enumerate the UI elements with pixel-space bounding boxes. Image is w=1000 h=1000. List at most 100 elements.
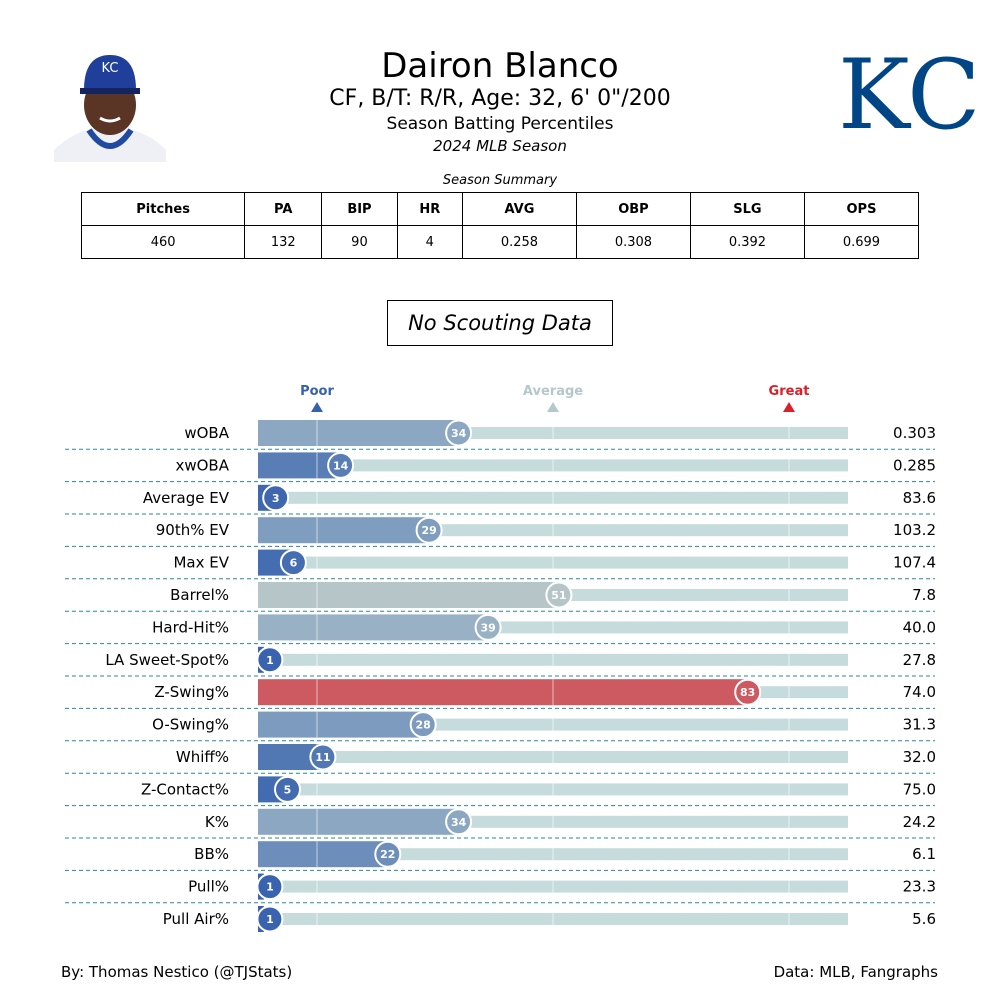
reference-marker-icon bbox=[547, 402, 559, 412]
scouting-box: No Scouting Data bbox=[387, 300, 613, 346]
percentile-row: 34 wOBA 0.303 bbox=[65, 419, 936, 450]
metric-value: 0.303 bbox=[893, 424, 936, 442]
metric-value: 31.3 bbox=[903, 716, 936, 734]
percentile-label: 5 bbox=[284, 783, 292, 796]
percentile-row: 5 Z-Contact% 75.0 bbox=[65, 775, 936, 807]
percentile-marker bbox=[256, 905, 284, 933]
percentile-label: 83 bbox=[740, 686, 755, 699]
percentile-marker bbox=[374, 840, 402, 868]
summary-cell: 90 bbox=[321, 225, 398, 259]
metric-label: O-Swing% bbox=[152, 716, 229, 734]
metric-label: Z-Contact% bbox=[141, 780, 229, 798]
percentile-bar bbox=[258, 679, 748, 706]
season-label: 2024 MLB Season bbox=[433, 137, 567, 155]
percentile-label: 1 bbox=[266, 881, 274, 894]
metric-label: Z-Swing% bbox=[154, 683, 229, 701]
summary-cell: 0.308 bbox=[575, 225, 691, 259]
reference-marker-icon bbox=[311, 402, 323, 412]
percentile-marker bbox=[734, 678, 762, 706]
metric-label: xwOBA bbox=[175, 456, 229, 474]
percentile-label: 3 bbox=[272, 492, 280, 505]
percentile-row: 6 Max EV 107.4 bbox=[65, 549, 936, 580]
metric-label: K% bbox=[205, 813, 229, 831]
percentile-bar bbox=[258, 711, 424, 738]
footer-credit: By: Thomas Nestico (@TJStats) bbox=[61, 963, 293, 981]
percentile-chart: Poor Average Great 34 wOBA 0.303 14 xwOBA 0.285 3… bbox=[65, 384, 936, 933]
metric-value: 103.2 bbox=[893, 521, 936, 539]
metric-label: 90th% EV bbox=[156, 521, 230, 539]
metric-value: 74.0 bbox=[903, 683, 936, 701]
metric-value: 83.6 bbox=[903, 489, 936, 507]
percentile-label: 6 bbox=[290, 557, 298, 570]
metric-value: 107.4 bbox=[893, 554, 936, 572]
player-bio: CF, B/T: R/R, Age: 32, 6' 0"/200 bbox=[329, 86, 671, 111]
summary-cell: 132 bbox=[244, 225, 323, 259]
metric-value: 40.0 bbox=[903, 618, 936, 636]
percentile-marker bbox=[309, 743, 337, 771]
percentile-label: 22 bbox=[380, 848, 395, 861]
reference-label-poor: Poor bbox=[300, 384, 334, 399]
summary-header-row: Pitches PA BIP HR AVG OBP SLG OPS bbox=[80, 192, 920, 226]
metric-value: 32.0 bbox=[903, 748, 936, 766]
percentile-marker bbox=[327, 451, 355, 479]
percentile-bar bbox=[258, 420, 459, 446]
subtitle: Season Batting Percentiles bbox=[386, 114, 614, 134]
percentile-marker bbox=[256, 646, 284, 674]
team-logo: KC bbox=[838, 39, 981, 151]
percentile-row: 22 BB% 6.1 bbox=[65, 840, 936, 871]
percentile-row: 28 O-Swing% 31.3 bbox=[65, 711, 936, 742]
metric-value: 27.8 bbox=[903, 651, 936, 669]
percentile-row: 3 Average EV 83.6 bbox=[65, 484, 936, 515]
metric-label: LA Sweet-Spot% bbox=[105, 651, 229, 669]
percentile-label: 1 bbox=[266, 654, 274, 667]
percentile-label: 51 bbox=[551, 589, 566, 602]
percentile-row: 51 Barrel% 7.8 bbox=[65, 581, 936, 612]
metric-value: 5.6 bbox=[912, 910, 936, 928]
percentile-label: 14 bbox=[333, 459, 349, 472]
percentile-label: 34 bbox=[451, 816, 467, 829]
summary-col-header: BIP bbox=[321, 192, 398, 226]
percentile-row: 11 Whiff% 32.0 bbox=[65, 743, 936, 774]
summary-cell: 4 bbox=[396, 225, 463, 259]
reference-label-average: Average bbox=[523, 384, 583, 399]
summary-col-header: HR bbox=[396, 192, 463, 226]
player-headshot: KC bbox=[54, 55, 166, 162]
metric-label: wOBA bbox=[184, 424, 229, 442]
percentile-marker bbox=[409, 711, 437, 739]
metric-value: 7.8 bbox=[912, 586, 936, 604]
summary-cell: 0.392 bbox=[689, 225, 805, 259]
metric-label: BB% bbox=[194, 845, 229, 863]
summary-value-row: 460 132 90 4 0.258 0.308 0.392 0.699 bbox=[80, 225, 920, 259]
percentile-row: 83 Z-Swing% 74.0 bbox=[65, 678, 936, 709]
summary-col-header: AVG bbox=[461, 192, 577, 226]
percentile-row: 34 K% 24.2 bbox=[65, 808, 936, 839]
metric-label: Pull% bbox=[188, 878, 229, 896]
metric-label: Pull Air% bbox=[163, 910, 229, 928]
reference-label-great: Great bbox=[769, 384, 810, 399]
percentile-bar bbox=[258, 517, 430, 544]
reference-marker-icon bbox=[783, 402, 795, 412]
percentile-bar bbox=[258, 808, 459, 835]
percentile-label: 1 bbox=[266, 913, 274, 926]
metric-label: Barrel% bbox=[170, 586, 229, 604]
season-summary-table: Pitches PA BIP HR AVG OBP SLG OPS 460 132 90 4 0.25… bbox=[80, 192, 920, 259]
percentile-label: 28 bbox=[416, 719, 431, 732]
summary-col-header: OBP bbox=[575, 192, 691, 226]
percentile-row: 29 90th% EV 103.2 bbox=[65, 516, 936, 547]
summary-col-header: SLG bbox=[689, 192, 805, 226]
player-name: Dairon Blanco bbox=[381, 46, 619, 86]
percentile-marker bbox=[474, 613, 502, 641]
summary-cell: 0.699 bbox=[803, 225, 920, 259]
percentile-marker bbox=[262, 484, 290, 512]
summary-title: Season Summary bbox=[442, 173, 558, 188]
metric-label: Max EV bbox=[173, 554, 229, 572]
metric-value: 24.2 bbox=[903, 813, 936, 831]
summary-cell: 0.258 bbox=[461, 225, 577, 259]
percentile-marker bbox=[445, 419, 473, 447]
metric-label: Whiff% bbox=[176, 748, 229, 766]
metric-value: 23.3 bbox=[903, 878, 936, 896]
percentile-marker bbox=[545, 581, 573, 609]
percentile-bar bbox=[258, 841, 388, 868]
percentile-bar bbox=[258, 582, 559, 608]
metric-label: Average EV bbox=[143, 489, 230, 507]
